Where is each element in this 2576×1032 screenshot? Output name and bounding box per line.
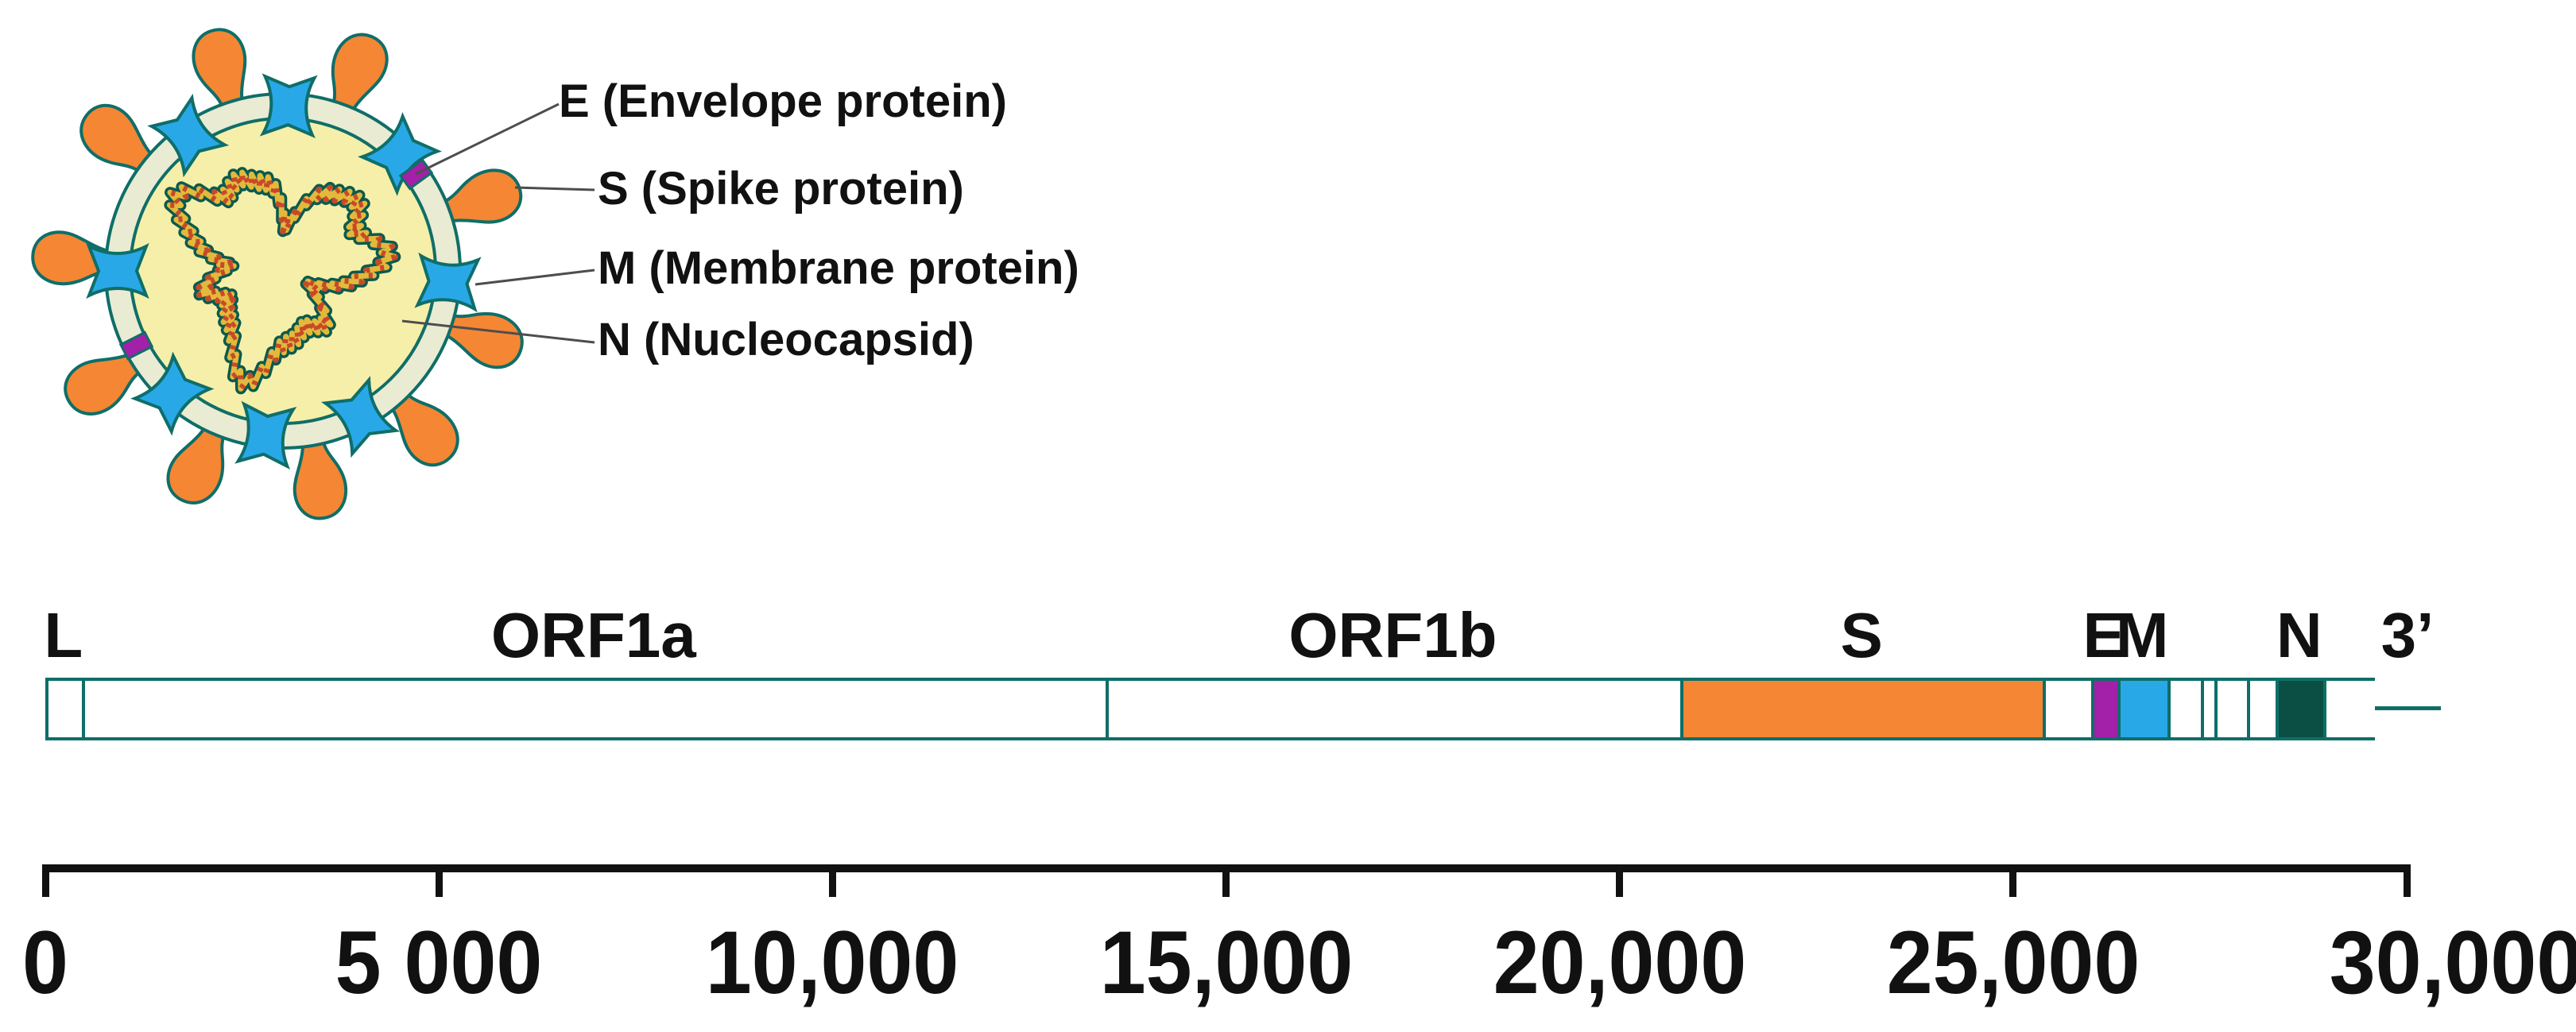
membrane-protein-icon — [87, 245, 148, 297]
leader-line-E — [415, 102, 560, 176]
genome-label-S: S — [1840, 600, 1883, 671]
leader-lines — [401, 102, 595, 344]
genome-segment-S — [1679, 681, 2047, 737]
rna-nucleocapsid-icon — [164, 167, 401, 395]
ruler-tick-5000 — [435, 864, 443, 897]
ruler-label-30000: 30,000 — [2329, 913, 2576, 1012]
ruler-label-25000: 25,000 — [1886, 913, 2140, 1012]
genome-segment — [2043, 681, 2094, 737]
genome-segment-ORF1a — [81, 681, 1109, 737]
three-prime-tail-line — [2375, 706, 2441, 710]
ruler-tick-0 — [41, 864, 49, 897]
ruler-label-0: 0 — [22, 913, 68, 1012]
ruler-tick-20000 — [1616, 864, 1624, 897]
genome-segment-L — [48, 681, 85, 737]
genome-segment — [2323, 681, 2379, 737]
label-spike-protein: S (Spike protein) — [598, 163, 964, 215]
genome-segment-E — [2090, 681, 2121, 737]
leader-line-N — [401, 319, 595, 344]
leader-line-S — [514, 186, 595, 191]
genome-segment — [2200, 681, 2218, 737]
ruler-tick-10000 — [828, 864, 836, 897]
genome-segment — [2214, 681, 2250, 737]
genome-label-three-prime: 3’ — [2380, 600, 2435, 671]
genome-label-E: E — [2082, 600, 2125, 671]
genome-label-N: N — [2276, 600, 2322, 671]
ruler-tick-25000 — [2009, 864, 2017, 897]
genome-label-M: M — [2115, 600, 2169, 671]
genome-label-ORF1a: ORF1a — [490, 600, 696, 671]
ruler-label-10000: 10,000 — [706, 913, 959, 1012]
genome-segment-M — [2117, 681, 2171, 737]
label-nucleocapsid: N (Nucleocapsid) — [598, 314, 974, 365]
membrane-protein-icon — [416, 254, 480, 311]
leader-line-M — [475, 269, 595, 286]
genome-segment — [2246, 681, 2279, 737]
membrane-protein-icon — [263, 76, 314, 135]
ruler-label-15000: 15,000 — [1099, 913, 1353, 1012]
label-envelope-protein: E (Envelope protein) — [559, 75, 1007, 127]
ruler-label-5000: 5 000 — [335, 913, 543, 1012]
ruler-tick-30000 — [2403, 864, 2411, 897]
genome-segment-ORF1b — [1105, 681, 1683, 737]
label-membrane-protein: M (Membrane protein) — [598, 242, 1079, 294]
genome-label-ORF1b: ORF1b — [1288, 600, 1497, 671]
ruler-tick-15000 — [1222, 864, 1230, 897]
genome-segment — [2167, 681, 2204, 737]
ruler-label-20000: 20,000 — [1493, 913, 1746, 1012]
genome-bar — [45, 678, 2379, 740]
genome-label-L: L — [44, 600, 83, 671]
genome-segment-N — [2275, 681, 2327, 737]
